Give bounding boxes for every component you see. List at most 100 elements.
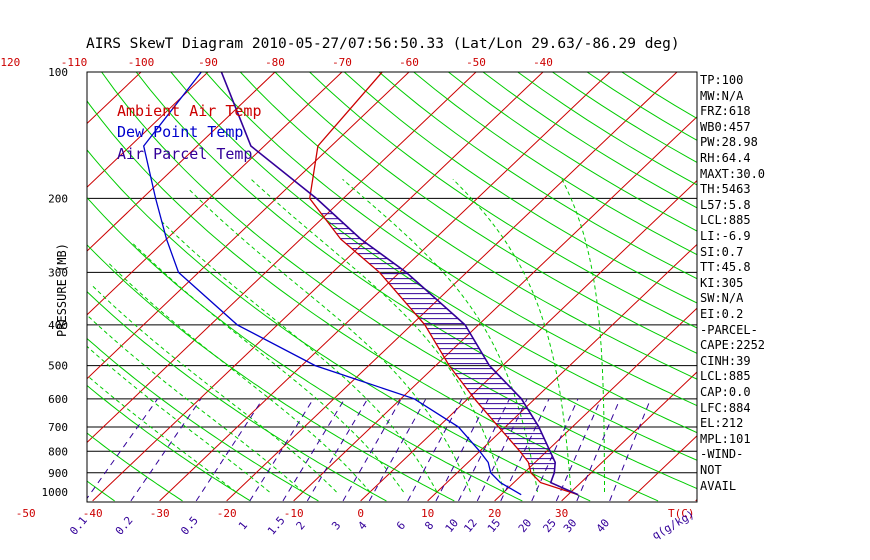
index-item: LCL:885: [700, 369, 751, 384]
bottom-temp-tick: 20: [488, 507, 501, 520]
index-item: TP:100: [700, 73, 744, 87]
index-item: KI:305: [700, 275, 744, 290]
pressure-tick-100: 100: [48, 66, 68, 79]
dry-adiabat--20: [87, 384, 251, 502]
bottom-temp-tick: 0: [357, 507, 364, 520]
pressure-tick-200: 200: [48, 192, 68, 205]
mixing-ratio-20: [531, 398, 579, 502]
mixing-ratio-25: [555, 398, 602, 502]
mixing-ratio-1.5: [282, 398, 346, 502]
y-axis-label: PRESSURE (MB): [55, 243, 69, 337]
mixing-ratio-3: [342, 398, 402, 502]
top-temp-tick: -90: [198, 56, 218, 69]
isotherm-10: [427, 243, 697, 502]
legend-dewpoint: Dew Point Temp: [117, 123, 244, 141]
mixing-ratio-8: [435, 398, 489, 502]
moist-adiabat--5: [90, 283, 337, 493]
pressure-tick-700: 700: [48, 421, 68, 434]
top-temp-tick: -100: [128, 56, 155, 69]
index-item: TT:45.8: [700, 260, 751, 275]
mixing-ratio-40: [609, 398, 652, 502]
isotherm--50: [87, 72, 477, 444]
isotherm--90: [87, 72, 209, 188]
index-item: CAP:0.0: [700, 385, 751, 399]
index-item: SW:N/A: [700, 291, 744, 306]
mixing-ratio-15: [500, 398, 550, 502]
dry-adiabat-40: [87, 100, 659, 502]
isotherm-0: [360, 179, 697, 502]
index-item: LI:-6.9: [700, 229, 751, 243]
top-temp-tick: -60: [399, 56, 419, 69]
mixing-ratio-0.2: [130, 398, 202, 502]
legend-ambient: Ambient Air Temp: [117, 102, 262, 120]
isotherm--30: [159, 72, 611, 502]
pressure-tick-1000: 1000: [42, 486, 69, 499]
dry-adiabat-130: [378, 72, 697, 280]
isotherm--20: [226, 72, 678, 502]
index-item: MW:N/A: [700, 88, 744, 103]
pressure-tick-600: 600: [48, 393, 68, 406]
mixing-ratio-30: [576, 398, 621, 502]
dry-adiabat-60: [135, 72, 697, 461]
mixing-ratio-label: 1: [236, 519, 250, 532]
index-item: LCL:885: [700, 213, 751, 228]
pressure-tick-900: 900: [48, 467, 68, 480]
bottom-temp-tick: 30: [555, 507, 568, 520]
mixing-ratio-12: [476, 398, 528, 502]
top-temp-tick: -50: [466, 56, 486, 69]
index-item: CINH:39: [700, 353, 751, 368]
top-temp-tick: -110: [61, 56, 88, 69]
dry-adiabat-30: [87, 149, 591, 502]
mixing-ratio-10: [458, 398, 510, 502]
isotherm--40: [92, 72, 544, 502]
mixing-ratio-0.1: [87, 398, 159, 500]
dry-adiabat-90: [239, 72, 697, 380]
dry-adiabat--30: [87, 432, 183, 502]
pressure-tick-300: 300: [48, 266, 68, 279]
dry-adiabat-70: [170, 72, 697, 434]
chart-title: AIRS SkewT Diagram 2010-05-27/07:56:50.3…: [86, 36, 680, 52]
isotherm--80: [87, 72, 276, 252]
mixing-ratio-label: 3: [329, 519, 343, 532]
moist-adiabat-25: [342, 178, 538, 493]
bottom-temp-tick: 10: [421, 507, 434, 520]
index-item: AVAIL: [700, 478, 737, 493]
mixing-ratio-label: 12: [461, 516, 479, 535]
dry-adiabat-100: [274, 72, 697, 354]
mixing-ratio-label: 0.5: [178, 514, 201, 538]
index-item: L57:5.8: [700, 197, 751, 212]
mixing-ratio-1: [249, 398, 314, 502]
bottom-temp-tick: -10: [284, 507, 304, 520]
isotherm-20: [494, 307, 697, 502]
pressure-tick-800: 800: [48, 445, 68, 458]
legend-parcel: Air Parcel Temp: [117, 145, 253, 163]
mixing-ratio-label: 0.2: [113, 514, 136, 538]
moist-adiabat--20: [87, 374, 237, 493]
moist-adiabat-5: [131, 242, 404, 493]
dry-adiabat-20: [87, 196, 523, 502]
ambient-temp-line: [309, 72, 579, 496]
moist-adiabat-20: [250, 178, 505, 493]
index-item: RH:64.4: [700, 151, 751, 165]
index-item: -WIND-: [700, 447, 744, 462]
mixing-ratio-label: 6: [394, 519, 408, 532]
mixing-ratio-0.5: [195, 398, 264, 502]
bottom-axis-unit: T(C): [668, 507, 695, 520]
mixing-ratio-2: [306, 398, 369, 502]
dry-adiabat-170: [517, 72, 697, 186]
dry-adiabat-150: [448, 72, 697, 232]
mixing-ratio-6: [407, 398, 463, 502]
pressure-tick-400: 400: [48, 319, 68, 332]
moist-adiabat-0: [108, 262, 371, 493]
moist-adiabat-35: [561, 178, 605, 492]
index-item: LFC:884: [700, 400, 751, 415]
parcel-temp-line: [220, 72, 579, 496]
top-temp-tick: -70: [332, 56, 352, 69]
bottom-temp-tick: -30: [150, 507, 170, 520]
index-item: EI:0.2: [700, 307, 744, 321]
dry-adiabat-140: [413, 72, 697, 256]
bottom-temp-tick: -50: [16, 507, 36, 520]
bottom-temp-tick: -40: [83, 507, 103, 520]
index-item: WB0:457: [700, 119, 751, 134]
